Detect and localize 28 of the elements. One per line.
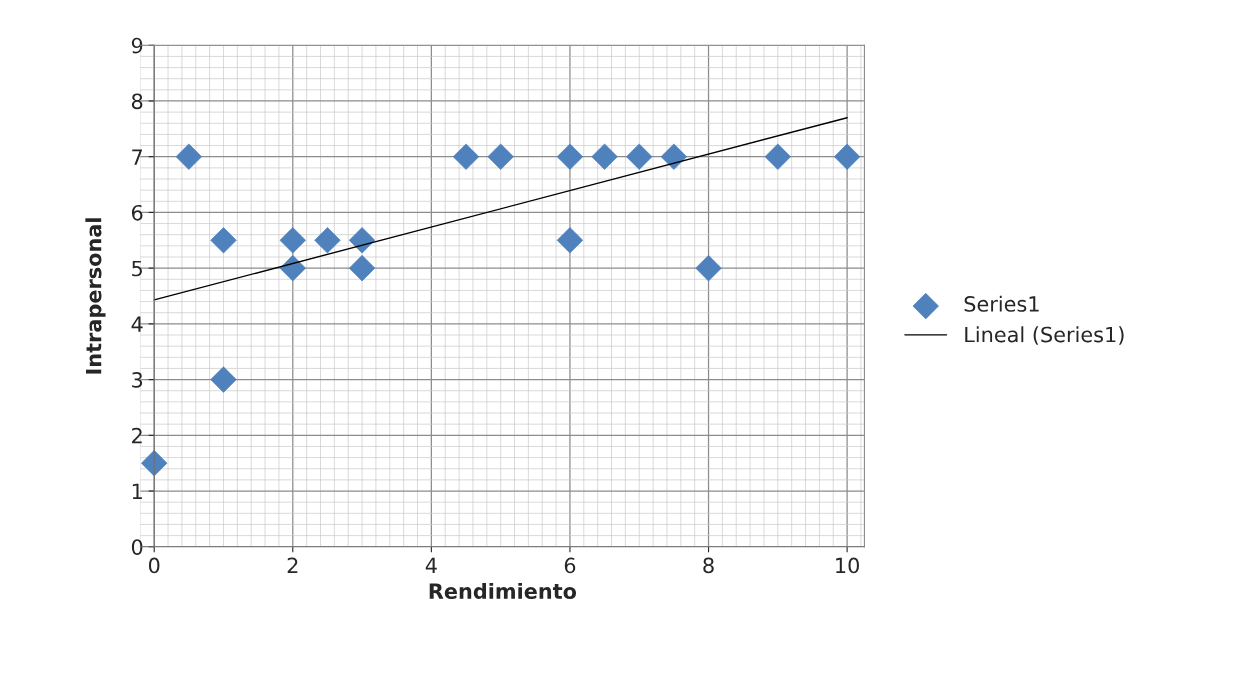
x-tick-label: 6 — [564, 557, 576, 574]
point — [556, 227, 584, 254]
x-axis-title: Rendimiento — [429, 582, 577, 599]
point — [348, 255, 376, 282]
point — [314, 227, 341, 254]
y-tick-label: 3 — [132, 372, 143, 388]
point — [556, 143, 584, 170]
x-tick-label: 0 — [148, 557, 160, 574]
point — [626, 143, 653, 170]
x-tick-label: 2 — [287, 557, 298, 573]
y-axis-title: Intrapersonal — [85, 218, 106, 374]
point — [210, 227, 237, 254]
point — [452, 143, 480, 170]
y-tick-label: 7 — [132, 149, 143, 165]
y-tick-label: 8 — [131, 93, 143, 110]
y-tick-label: 2 — [132, 427, 142, 444]
y-tick-label: 4 — [131, 316, 143, 332]
y-tick-label: 5 — [132, 260, 142, 277]
y-tick-label: 9 — [131, 37, 143, 54]
y-tick-label: 6 — [131, 204, 143, 221]
x-tick-label: 8 — [703, 557, 714, 574]
y-tick-label: 1 — [132, 483, 142, 499]
x-tick-label: 10 — [836, 557, 859, 574]
legend-label: Series1 — [964, 295, 1039, 312]
point — [833, 143, 861, 170]
x-tick-label: 4 — [425, 557, 437, 573]
legend-label: Lineal (Series1) — [965, 326, 1124, 345]
y-tick-label: 0 — [131, 539, 143, 555]
